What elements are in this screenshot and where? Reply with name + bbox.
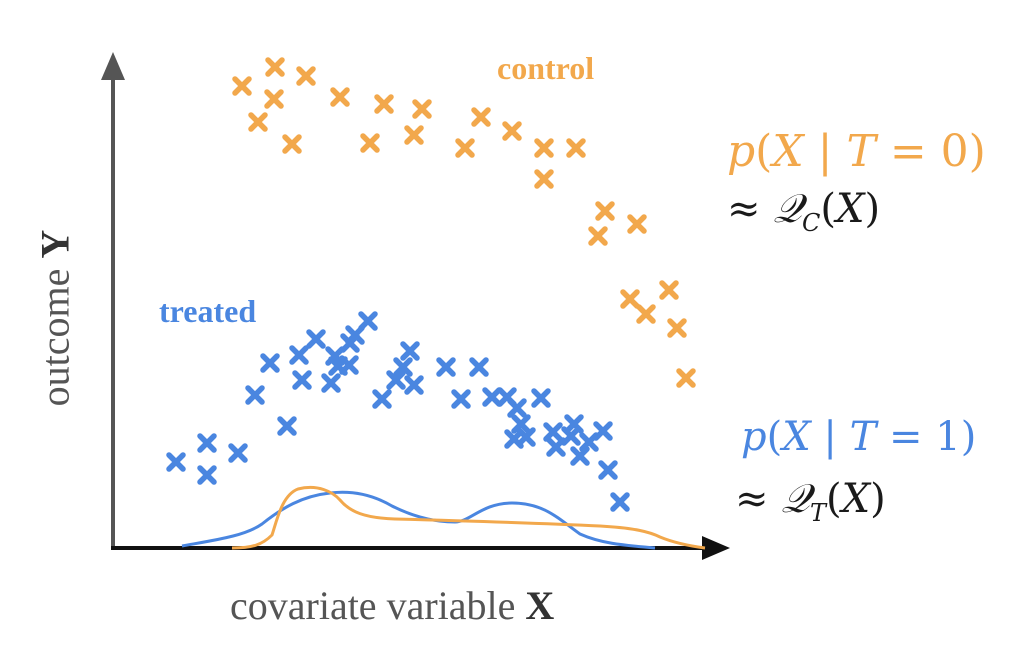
- treated-point: [511, 414, 531, 434]
- treated-approx-formula: ≈ 𝒬T(X): [735, 476, 886, 527]
- treated-point: [400, 341, 420, 361]
- treated-point: [358, 311, 378, 331]
- control-point: [404, 125, 424, 145]
- treated-points: [166, 311, 630, 512]
- control-point: [566, 138, 586, 158]
- treated-density-formula: p(X | T = 1): [741, 414, 977, 460]
- treated-point: [598, 460, 618, 480]
- control-point: [360, 133, 380, 153]
- treated-point: [404, 375, 424, 395]
- control-point: [265, 57, 285, 77]
- treated-point: [393, 357, 413, 377]
- treated-point: [593, 421, 613, 441]
- treated-point: [451, 389, 471, 409]
- treated-point: [372, 389, 392, 409]
- treated-point: [339, 355, 359, 375]
- control-point: [264, 89, 284, 109]
- treated-point: [469, 357, 489, 377]
- control-point: [374, 94, 394, 114]
- control-label: control: [497, 50, 595, 86]
- treated-point: [197, 465, 217, 485]
- treated-density-curve: [181, 490, 656, 550]
- control-point: [248, 112, 268, 132]
- treated-point: [321, 373, 341, 393]
- treated-point: [245, 385, 265, 405]
- treated-point: [507, 398, 527, 418]
- control-point: [502, 121, 522, 141]
- control-point: [232, 76, 252, 96]
- control-point: [627, 214, 647, 234]
- y-axis-title-text: outcome: [32, 258, 78, 407]
- treated-point: [504, 429, 524, 449]
- control-point: [455, 138, 475, 158]
- control-point: [620, 289, 640, 309]
- treated-point: [228, 443, 248, 463]
- control-point: [676, 368, 696, 388]
- control-point: [667, 318, 687, 338]
- control-point: [282, 134, 302, 154]
- treated-label: treated: [159, 293, 257, 329]
- treated-point: [306, 329, 326, 349]
- treated-point: [570, 446, 590, 466]
- treated-point: [610, 492, 630, 512]
- x-axis-title-text: covariate variable: [230, 583, 526, 628]
- treated-point: [197, 433, 217, 453]
- treated-point: [543, 422, 563, 442]
- control-point: [588, 226, 608, 246]
- treated-point: [436, 357, 456, 377]
- control-point: [636, 304, 656, 324]
- treated-point: [531, 388, 551, 408]
- control-point: [534, 138, 554, 158]
- control-points: [232, 57, 696, 388]
- control-point: [330, 87, 350, 107]
- control-point: [659, 280, 679, 300]
- x-axis-title: covariate variable X: [230, 582, 554, 629]
- treated-point: [277, 416, 297, 436]
- control-density-formula: p(X | T = 0): [727, 126, 986, 177]
- treated-point: [564, 414, 584, 434]
- control-point: [296, 66, 316, 86]
- control-approx-formula: ≈ 𝒬C(X): [727, 186, 881, 237]
- treated-point: [260, 353, 280, 373]
- treated-point: [386, 370, 406, 390]
- y-axis-variable: Y: [32, 229, 78, 259]
- y-axis-title: outcome Y: [32, 230, 79, 407]
- treated-point: [546, 437, 566, 457]
- control-point: [534, 169, 554, 189]
- control-point: [595, 201, 615, 221]
- control-density-curve: [231, 485, 706, 550]
- treated-point: [482, 387, 502, 407]
- control-point: [412, 99, 432, 119]
- treated-point: [166, 452, 186, 472]
- control-point: [471, 107, 491, 127]
- treated-point: [289, 345, 309, 365]
- x-axis-arrowhead: [702, 536, 730, 560]
- treated-point: [292, 370, 312, 390]
- y-axis-arrowhead: [101, 52, 125, 80]
- x-axis-variable: X: [525, 583, 555, 628]
